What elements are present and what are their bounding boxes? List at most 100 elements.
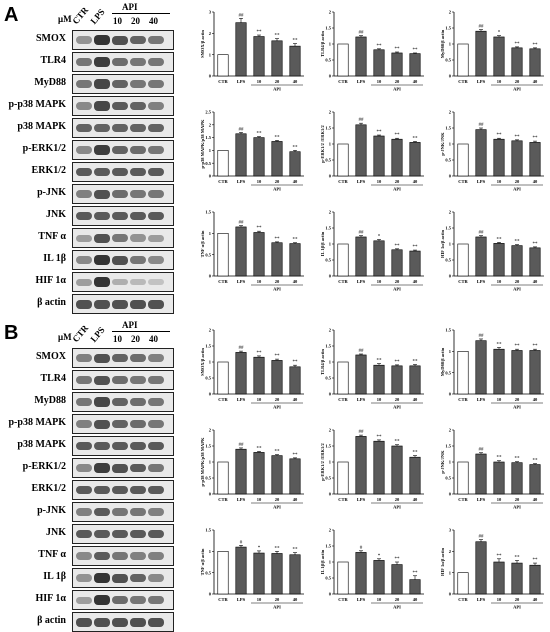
y-tick-label: 0.5: [325, 258, 331, 263]
y-tick-label: 2.5: [205, 110, 211, 115]
bar: [337, 43, 349, 77]
blot-band: [94, 595, 110, 605]
x-tick-label: 40: [533, 79, 538, 84]
y-tick-label: 1.5: [325, 544, 331, 549]
blot-label: p-ERK1/2: [22, 461, 66, 472]
blot-band: [130, 353, 146, 363]
blot-band: [148, 420, 164, 428]
blot-band: [130, 256, 146, 264]
blot-band: [148, 36, 164, 44]
y-tick-label: 2: [329, 428, 332, 433]
blot-band: [130, 278, 146, 286]
blot-label: p-p38 MAPK: [8, 99, 67, 110]
blot-band: [94, 551, 110, 561]
y-tick-label: 0: [449, 274, 452, 279]
x-tick-label: 10: [497, 497, 502, 502]
y-tick-label: 0: [209, 74, 212, 79]
blot-band: [112, 57, 128, 67]
bar: [511, 140, 523, 177]
blot-image: [72, 392, 174, 412]
significance-mark: **: [497, 342, 503, 347]
y-tick-label: 1.5: [325, 344, 331, 349]
x-tick-label: 20: [395, 79, 400, 84]
blot-band: [130, 552, 146, 560]
bar-chart: SMOX/β actin 0 0.5 1 1.5 2 CTR ## LPS ** 10 ** 20 ** 4…: [200, 328, 304, 410]
significance-mark: **: [533, 459, 539, 464]
blot-band: [148, 146, 164, 154]
significance-mark: **: [413, 360, 419, 365]
bar-chart: IL 1β/β actin 0 0.5 1 1.5 2 CTR ## LPS * 10 ** 20 ** 4…: [320, 210, 424, 292]
blot-band: [148, 596, 164, 604]
blot-image: [72, 568, 174, 588]
significance-mark: **: [293, 39, 299, 44]
y-tick-label: 0.5: [445, 158, 451, 163]
x-tick-label: LPS: [477, 179, 486, 184]
bar: [409, 456, 421, 495]
y-axis-label: MyD88/β actin: [440, 347, 445, 376]
x-tick-label: 40: [293, 397, 298, 402]
blot-band: [112, 123, 128, 133]
blot-band: [94, 375, 110, 385]
bar: [391, 445, 403, 495]
blot-band: [76, 211, 92, 221]
y-tick-label: 0: [449, 174, 452, 179]
blot-band: [94, 211, 110, 221]
y-tick-label: 1.5: [325, 226, 331, 231]
blot-band: [76, 58, 92, 66]
significance-mark: ##: [239, 221, 245, 226]
significance-mark: **: [275, 450, 281, 455]
blot-image: [72, 294, 174, 314]
blot-band: [76, 574, 92, 582]
blot-band: [148, 211, 164, 221]
bar-chart: TLR4/β actin 0 0.5 1 1.5 2 CTR ## LPS ** 10 ** 20 ** 4…: [320, 328, 424, 410]
x-tick-label: 40: [413, 179, 418, 184]
y-tick-label: 1.5: [445, 444, 451, 449]
blot-band: [130, 419, 146, 429]
significance-mark: ##: [239, 346, 245, 351]
x-tick-label: 10: [257, 179, 262, 184]
bar: [217, 461, 229, 495]
y-axis-label: IL 1β/β actin: [320, 549, 325, 574]
y-tick-label: 3: [449, 528, 452, 533]
blot-band: [130, 299, 146, 309]
group-label: API: [273, 405, 281, 410]
bar: [529, 142, 541, 177]
y-tick-label: 2: [329, 528, 332, 533]
x-tick-label: 20: [275, 179, 280, 184]
blot-image: [72, 590, 174, 610]
bar: [391, 564, 403, 595]
blot-band: [112, 145, 128, 155]
bar: [235, 448, 247, 495]
bar: [409, 53, 421, 77]
blot-band: [76, 102, 92, 110]
significance-mark: ##: [239, 443, 245, 448]
blot-band: [76, 354, 92, 362]
y-tick-label: 0: [329, 74, 332, 79]
y-axis-label: p-JNK/JNK: [440, 450, 445, 474]
y-tick-label: 1.5: [445, 26, 451, 31]
blot-band: [76, 36, 92, 44]
x-tick-label: CTR: [218, 279, 228, 284]
x-tick-label: 40: [413, 79, 418, 84]
blot-band: [94, 35, 110, 45]
panel-letter: A: [4, 4, 19, 26]
x-tick-label: CTR: [218, 497, 228, 502]
bar: [409, 250, 421, 277]
y-tick-label: 2: [209, 122, 212, 127]
bar: [271, 360, 283, 395]
x-tick-label: CTR: [338, 79, 348, 84]
bar-chart: p-ERK1/2 /ERK1/2 0 0.5 1 1.5 2 CTR ## LPS ** 10 ** 2…: [320, 110, 424, 192]
y-axis-label: IL 1β/β actin: [320, 231, 325, 256]
blot-label: p-p38 MAPK: [8, 417, 67, 428]
blot-band: [112, 441, 128, 451]
x-tick-label: 20: [395, 397, 400, 402]
y-tick-label: 2: [329, 10, 332, 15]
lane-label: 10: [113, 16, 122, 26]
blot-band: [76, 146, 92, 154]
blot-label: SMOX: [36, 33, 66, 44]
bar: [217, 233, 229, 277]
x-tick-label: 20: [395, 597, 400, 602]
blot-band: [130, 190, 146, 198]
blot-label: ERK1/2: [31, 165, 66, 176]
x-tick-label: 40: [533, 497, 538, 502]
